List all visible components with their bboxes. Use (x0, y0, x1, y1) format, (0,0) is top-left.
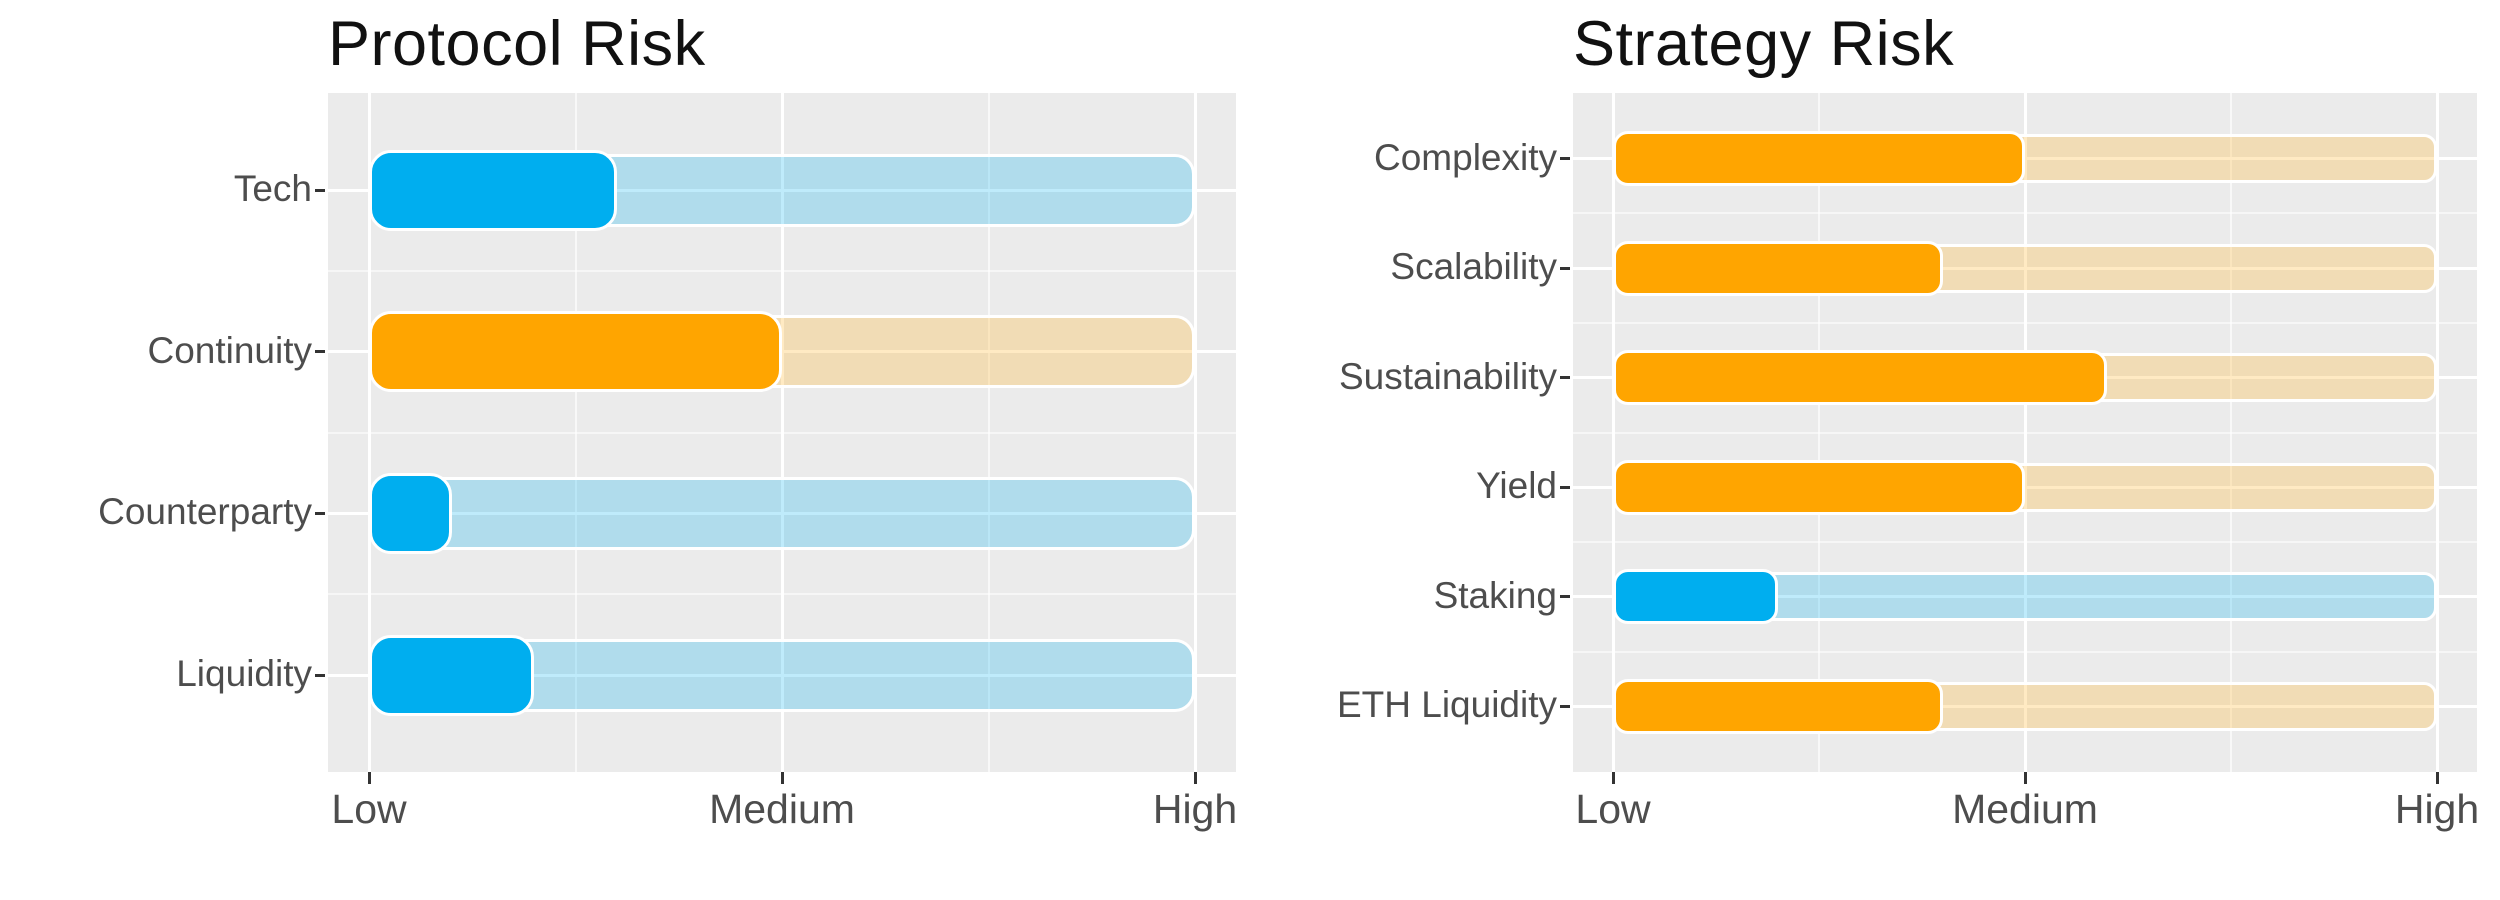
y-tick-label: Counterparty (98, 491, 312, 533)
bar-value (1613, 569, 1778, 625)
y-tick-label: Sustainability (1338, 355, 1557, 397)
y-tick-label: Scalability (1390, 246, 1557, 288)
x-tick-label: Low (1575, 786, 1651, 832)
gridline-horizontal-minor (1573, 431, 2477, 434)
y-tick-mark (315, 511, 325, 515)
gridline-horizontal-minor (1573, 212, 2477, 215)
bar-value (1613, 459, 2025, 515)
y-tick-label: ETH Liquidity (1336, 684, 1557, 726)
bar-track (369, 476, 1195, 550)
y-tick-mark (315, 188, 325, 192)
x-tick-label: Low (331, 786, 407, 832)
chart-title: Protocol Risk (328, 9, 706, 79)
strategy-risk-chart: Strategy Risk Complexity Scalability Susta… (1280, 0, 2500, 900)
y-tick-label: Liquidity (176, 653, 312, 695)
bar-value (1613, 240, 1943, 296)
gridline-horizontal-minor (1573, 321, 2477, 324)
y-tick-label: Complexity (1374, 136, 1557, 178)
gridline-horizontal-major (1573, 266, 2477, 270)
y-tick-mark (1560, 595, 1570, 599)
bar-value (1613, 131, 2025, 187)
y-tick-mark (1560, 485, 1570, 489)
gridline-horizontal-major (1573, 157, 2477, 161)
y-tick-label: Staking (1433, 574, 1557, 616)
bar-value (369, 149, 617, 231)
y-tick-mark (1560, 704, 1570, 708)
protocol-risk-chart: Protocol Risk Tech Continuity Counterparty… (98, 9, 1238, 832)
y-tick-label: Yield (1476, 465, 1557, 507)
bar-value (369, 472, 452, 554)
y-tick-mark (315, 673, 325, 677)
x-tick-label: Medium (709, 786, 855, 832)
plot-panel (1573, 93, 2477, 772)
bar-value (1613, 678, 1943, 734)
x-tick-label: Medium (1952, 786, 2098, 832)
x-tick-mark (1193, 772, 1197, 784)
plot-panel (328, 93, 1236, 772)
y-tick-mark (1560, 376, 1570, 380)
y-tick-mark (1560, 266, 1570, 270)
x-tick-label: High (2394, 786, 2480, 832)
y-tick-label: Continuity (147, 329, 312, 371)
gridline-horizontal-major (1573, 595, 2477, 599)
gridline-horizontal-major (328, 673, 1236, 677)
gridline-horizontal-major (1573, 485, 2477, 489)
y-tick-mark (1560, 157, 1570, 161)
x-tick-label: High (1152, 786, 1238, 832)
bar-value (369, 311, 782, 393)
gridline-horizontal-minor (1573, 541, 2477, 544)
x-tick-mark (1611, 772, 1615, 784)
x-tick-mark (2023, 772, 2027, 784)
gridline-horizontal-minor (1573, 650, 2477, 653)
y-tick-mark (315, 350, 325, 354)
gridline-horizontal-minor (328, 269, 1236, 272)
x-tick-mark (367, 772, 371, 784)
chart-title: Strategy Risk (1573, 9, 1955, 79)
gridline-horizontal-major (1573, 704, 2477, 708)
gridline-horizontal-minor (328, 431, 1236, 434)
y-tick-label: Tech (233, 168, 312, 210)
gridline-horizontal-major (328, 188, 1236, 192)
gridline-horizontal-minor (328, 593, 1236, 596)
bar-value (1613, 350, 2108, 406)
x-tick-mark (2435, 772, 2439, 784)
gridline-horizontal-major (328, 511, 1236, 515)
bar-value (369, 634, 535, 716)
gridline-horizontal-major (328, 350, 1236, 354)
x-tick-mark (780, 772, 784, 784)
